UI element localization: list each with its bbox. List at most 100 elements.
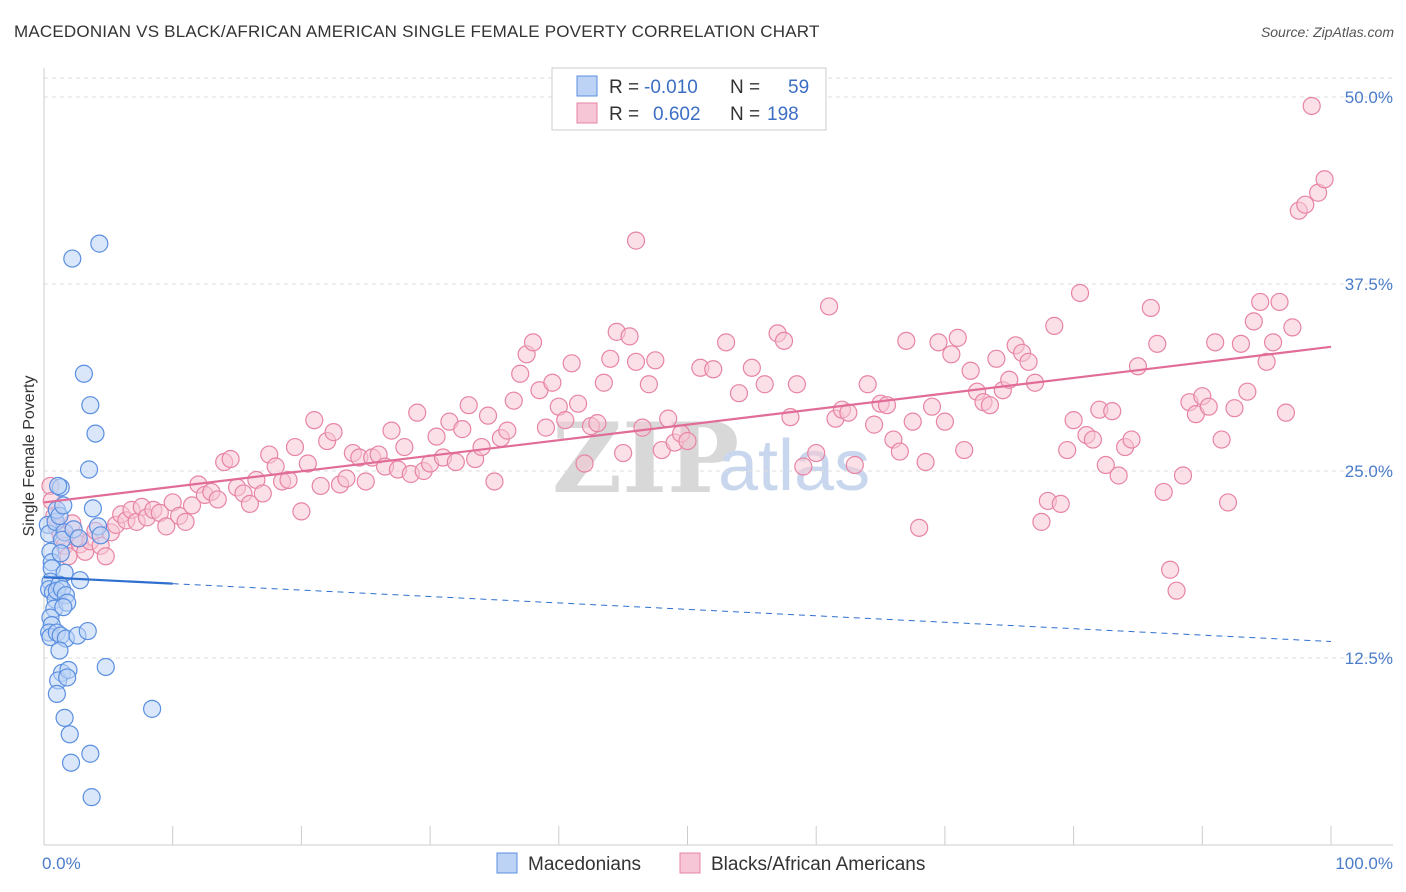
black-point-143 [980, 396, 1000, 415]
black-point-140 [961, 361, 980, 380]
black-point-162 [1103, 402, 1122, 421]
black-point-189 [1283, 318, 1302, 337]
macedonian-trend-dashed [172, 583, 1332, 643]
macedonian-trend-solid [43, 576, 173, 585]
y-tick-label-3: 50.0% [1345, 88, 1393, 107]
chart-title: MACEDONIAN VS BLACK/AFRICAN AMERICAN SIN… [14, 22, 820, 41]
black-point-118 [807, 443, 826, 463]
black-point-90 [575, 454, 594, 473]
black-point-56 [356, 472, 375, 491]
black-point-110 [729, 384, 749, 403]
black-point-93 [594, 373, 613, 392]
black-point-181 [1231, 334, 1251, 353]
black-point-193 [1315, 170, 1334, 189]
black-point-156 [1064, 411, 1083, 430]
black-point-188 [1276, 403, 1296, 422]
black-point-177 [1206, 333, 1225, 352]
black-point-171 [1167, 581, 1186, 600]
macedonian-point-39 [55, 708, 74, 727]
black-point-48 [305, 411, 324, 430]
macedonian-point-52 [74, 364, 93, 383]
tick-labels: 12.5% 25.0% 37.5% 50.0% 0.0% 100.0% [42, 88, 1393, 873]
black-point-64 [408, 403, 427, 422]
black-point-170 [1161, 560, 1180, 579]
black-point-84 [536, 418, 556, 437]
black-point-112 [755, 375, 774, 394]
legend-swatch-macedonian [576, 75, 598, 97]
macedonian-point-22 [51, 544, 70, 563]
black-point-131 [903, 412, 922, 431]
black-point-40 [253, 484, 272, 503]
black-point-116 [787, 375, 806, 394]
macedonian-point-59 [143, 699, 162, 718]
black-point-169 [1154, 482, 1173, 502]
macedonian-point-49 [91, 526, 110, 545]
macedonian-point-55 [81, 744, 100, 763]
black-point-75 [478, 406, 498, 425]
black-point-139 [955, 440, 974, 460]
macedonian-point-41 [61, 753, 81, 772]
black-point-49 [311, 476, 330, 496]
black-point-29 [182, 496, 202, 515]
bottom-legend-swatch-macedonians [496, 852, 518, 874]
macedonian-points [38, 234, 162, 807]
legend-box [551, 67, 827, 131]
black-point-119 [819, 297, 839, 316]
black-point-28 [176, 512, 195, 531]
macedonian-point-29 [54, 598, 73, 617]
macedonian-point-47 [83, 499, 103, 518]
macedonian-point-18 [49, 476, 68, 496]
macedonian-point-38 [47, 684, 66, 704]
black-point-186 [1263, 333, 1283, 352]
correlation-legend: R = -0.010 N = 59 R = 0.602 N = 198 [551, 67, 827, 131]
black-point-136 [935, 412, 955, 431]
black-point-46 [292, 502, 311, 521]
macedonian-point-33 [50, 641, 69, 660]
black-point-159 [1083, 430, 1103, 449]
black-point-138 [948, 328, 967, 347]
black-point-172 [1173, 466, 1193, 485]
black-point-144 [987, 349, 1006, 368]
macedonian-point-56 [82, 788, 101, 807]
black-point-87 [556, 411, 575, 430]
black-point-101 [646, 351, 665, 370]
y-tick-label-1: 25.0% [1345, 462, 1393, 481]
black-point-137 [942, 345, 961, 364]
black-point-195 [1302, 96, 1321, 116]
legend-r-value-2: 0.602 [653, 104, 701, 125]
macedonian-point-46 [79, 460, 99, 479]
black-point-25 [157, 517, 176, 536]
black-point-154 [1051, 494, 1070, 514]
black-point-62 [395, 437, 414, 457]
black-point-117 [794, 457, 813, 476]
black-point-167 [1141, 298, 1160, 318]
legend-swatch-black [576, 102, 598, 124]
black-point-183 [1244, 312, 1263, 331]
series-legend: Macedonians Blacks/African Americans [496, 852, 925, 875]
black-point-76 [485, 472, 504, 491]
macedonian-point-57 [63, 249, 82, 268]
black-point-176 [1199, 397, 1218, 416]
black-point-149 [1019, 352, 1038, 371]
y-axis-label: Single Female Poverty [21, 376, 38, 537]
bottom-legend-black: Blacks/African Americans [711, 854, 925, 875]
black-point-33 [208, 490, 227, 509]
black-point-82 [523, 333, 543, 352]
black-point-60 [382, 421, 401, 440]
black-african-american-points [41, 96, 1334, 600]
black-point-38 [240, 494, 260, 514]
bottom-legend-macedonians: Macedonians [528, 854, 641, 875]
black-point-166 [1128, 357, 1148, 376]
legend-n-value-2: 198 [767, 104, 799, 125]
black-point-92 [588, 414, 607, 433]
black-point-130 [897, 331, 916, 350]
black-point-51 [324, 423, 343, 442]
bottom-legend-swatch-black [679, 852, 701, 874]
black-point-109 [717, 333, 736, 352]
legend-r-value-1: -0.010 [644, 77, 698, 98]
macedonian-point-40 [60, 725, 79, 744]
black-point-124 [858, 375, 877, 394]
black-point-153 [1045, 316, 1064, 335]
black-point-78 [498, 421, 517, 440]
black-point-98 [626, 352, 646, 371]
